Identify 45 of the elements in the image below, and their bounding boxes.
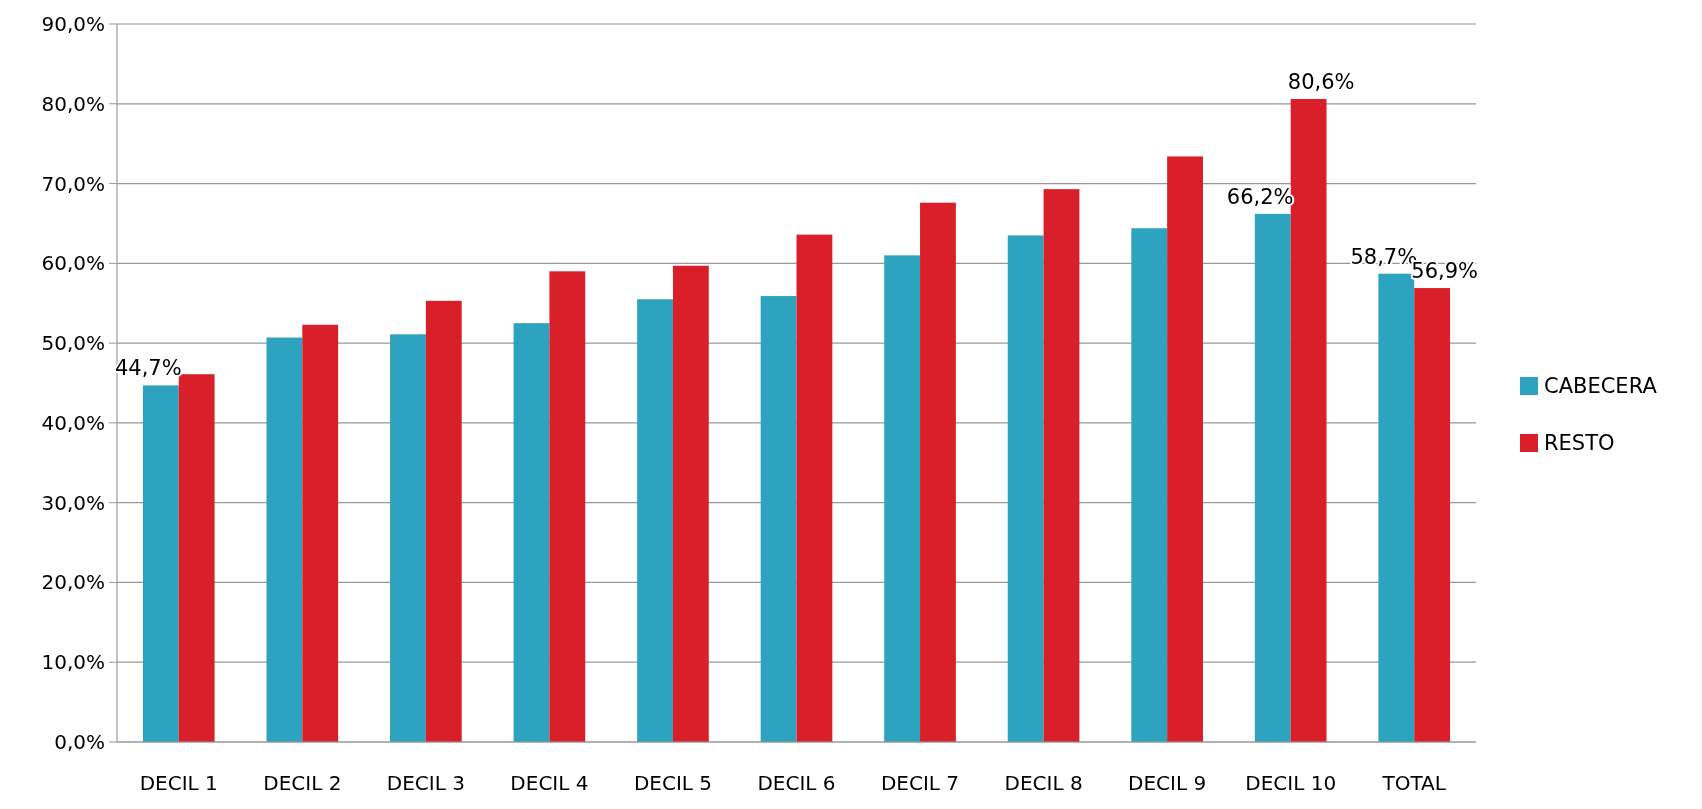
bar xyxy=(920,202,956,742)
bar xyxy=(1043,189,1080,742)
x-tick-label: DECIL 9 xyxy=(1128,771,1207,795)
x-tick-label: DECIL 6 xyxy=(757,771,836,795)
legend-label: CABECERA xyxy=(1544,374,1658,399)
bar xyxy=(1254,213,1291,742)
bar xyxy=(637,299,673,742)
bar xyxy=(1378,273,1415,742)
bar xyxy=(1131,228,1168,742)
y-tick-label: 20,0% xyxy=(41,570,105,595)
x-tick-label: TOTAL xyxy=(1381,771,1447,795)
bar xyxy=(549,271,586,742)
y-tick-label: 70,0% xyxy=(41,171,105,196)
y-tick-label: 80,0% xyxy=(41,91,105,116)
bar xyxy=(513,323,550,742)
legend-label: RESTO xyxy=(1544,431,1615,456)
bar xyxy=(1167,156,1203,742)
bar xyxy=(884,255,921,742)
bar xyxy=(672,265,709,742)
bar xyxy=(1007,235,1044,742)
y-tick-label: 50,0% xyxy=(41,331,105,356)
x-tick-label: DECIL 8 xyxy=(1004,771,1083,795)
bar xyxy=(760,296,797,742)
x-tick-label: DECIL 7 xyxy=(880,771,960,795)
y-tick-label: 40,0% xyxy=(41,410,105,435)
y-tick-label: 90,0% xyxy=(41,12,105,36)
x-tick-label: DECIL 1 xyxy=(139,771,218,795)
bar xyxy=(142,385,179,742)
data-label: 44,7% xyxy=(114,356,182,381)
bar xyxy=(796,234,833,742)
x-tick-label: DECIL 2 xyxy=(263,771,342,795)
bar xyxy=(1414,288,1451,742)
x-tick-label: DECIL 5 xyxy=(633,771,713,795)
y-tick-label: 0,0% xyxy=(54,730,105,754)
bar xyxy=(425,300,462,742)
x-tick-label: DECIL 3 xyxy=(386,771,465,795)
y-tick-label: 30,0% xyxy=(41,490,105,515)
bar xyxy=(390,334,426,742)
data-label: 80,6% xyxy=(1287,69,1355,94)
y-tick-label: 60,0% xyxy=(41,251,105,276)
y-tick-label: 10,0% xyxy=(41,650,105,675)
x-tick-label: DECIL 10 xyxy=(1245,771,1337,795)
bar xyxy=(302,324,339,742)
x-tick-label: DECIL 4 xyxy=(510,771,589,795)
bar xyxy=(266,337,303,742)
